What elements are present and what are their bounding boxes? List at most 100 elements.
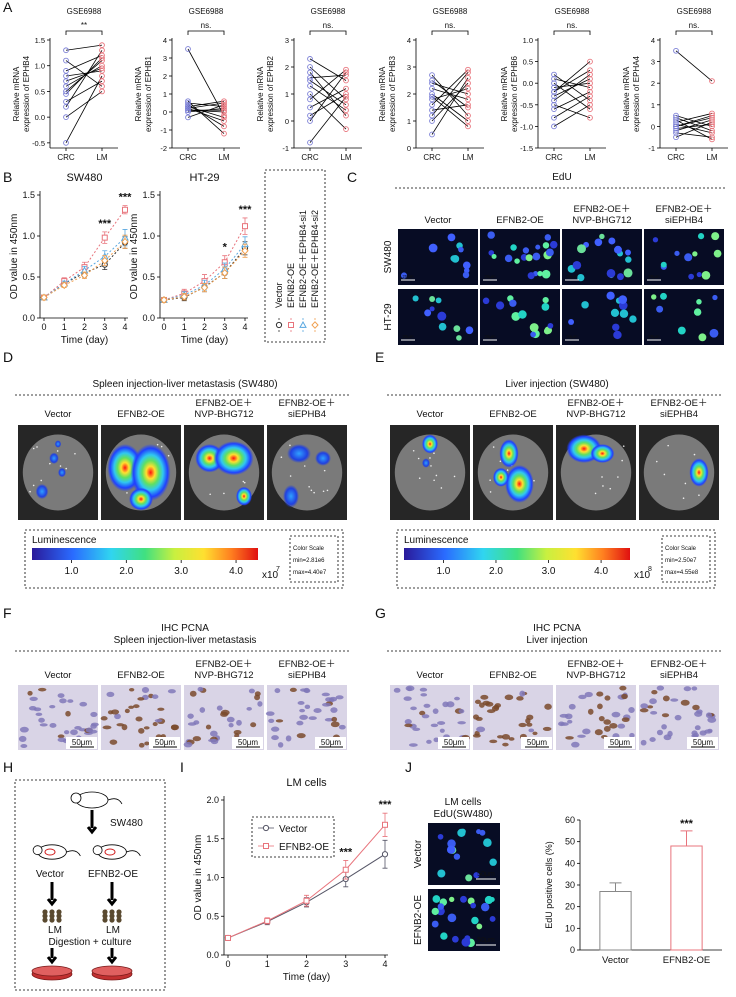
nucleus — [322, 702, 331, 707]
y-tick-label: 1 — [285, 90, 289, 99]
cell — [656, 305, 664, 313]
data-point — [185, 105, 191, 112]
y-tick-label: -2 — [160, 144, 167, 153]
panel-title: IHC PCNA — [533, 623, 581, 634]
panel-subtitle: Liver injection — [526, 635, 587, 646]
nucleus — [474, 699, 481, 704]
nucleus — [646, 705, 654, 709]
bar — [670, 845, 703, 951]
data-point — [551, 97, 557, 104]
data-point — [221, 130, 227, 137]
nucleus — [330, 721, 340, 728]
signal — [129, 487, 153, 511]
data-point — [465, 104, 471, 111]
nucleus — [692, 704, 700, 711]
cell — [693, 308, 702, 316]
scale-max: max=4.40e7 — [293, 570, 327, 576]
nucleus — [458, 709, 465, 714]
column-label: EFNB2-OE — [489, 670, 537, 681]
cell — [652, 237, 659, 243]
nucleus — [489, 739, 498, 744]
cell — [438, 322, 447, 331]
y-tick-label: 2 — [285, 63, 289, 72]
nucleus — [508, 737, 515, 741]
x-axis-label: Time (day) — [283, 972, 330, 983]
speckle — [322, 490, 325, 493]
data-point — [673, 130, 679, 136]
data-point — [465, 80, 471, 87]
nucleus — [662, 695, 670, 702]
speckle — [499, 460, 502, 463]
pair-line — [675, 123, 713, 129]
speckle — [617, 476, 619, 478]
nucleus — [63, 730, 70, 735]
x-tick-label: 2 — [304, 959, 309, 969]
mouse-tail — [107, 798, 123, 805]
scale-label: 25μm — [402, 334, 414, 339]
cell — [473, 872, 480, 879]
data-point — [299, 320, 307, 328]
data-point — [221, 98, 227, 105]
cell — [618, 295, 628, 304]
nucleus — [189, 690, 197, 697]
pair-line — [309, 93, 347, 116]
data-point — [465, 118, 471, 124]
nucleus — [128, 705, 135, 709]
row-label: Vector — [413, 839, 424, 868]
speckle — [29, 490, 31, 493]
nucleus — [475, 716, 483, 721]
nucleus — [275, 719, 284, 723]
pair-line — [65, 57, 103, 95]
data-point — [63, 83, 69, 90]
data-point — [343, 101, 349, 108]
data-point — [587, 97, 593, 104]
liver — [394, 434, 466, 511]
nucleus — [296, 720, 304, 726]
speckle — [693, 453, 696, 456]
x-tick-label: CRC — [423, 153, 441, 162]
nucleus — [216, 705, 223, 711]
data-point — [264, 917, 271, 924]
cell — [629, 315, 637, 323]
cell — [440, 932, 448, 940]
y-tick-label: 60 — [565, 815, 575, 825]
data-point — [587, 80, 593, 87]
column-label: siEPHB4 — [288, 409, 326, 420]
data-point — [551, 101, 557, 108]
nucleus — [621, 693, 628, 700]
nucleus — [661, 713, 670, 718]
nucleus — [65, 710, 71, 717]
nucleus — [528, 728, 535, 733]
nucleus — [324, 717, 334, 722]
colorbar-tick-label: 4.0 — [594, 566, 608, 577]
data-point — [673, 127, 679, 134]
nucleus — [297, 701, 305, 705]
scale-title: Color Scale — [665, 546, 697, 552]
speckle — [59, 465, 62, 467]
data-point — [429, 93, 435, 100]
data-point — [587, 58, 593, 65]
x-tick-label: CRC — [179, 153, 197, 162]
speckle — [167, 454, 170, 457]
data-point — [551, 80, 557, 87]
nucleus — [426, 739, 432, 744]
scale-label: 50μm — [477, 871, 495, 878]
legend-label: EFNB2-OE＋EPHB4-si2 — [310, 210, 320, 308]
speckle — [433, 452, 435, 455]
cell — [529, 323, 539, 332]
y-tick-label: 0 — [570, 945, 575, 955]
cell — [476, 829, 482, 835]
speckle — [313, 491, 315, 494]
tissue — [116, 917, 122, 923]
nucleus — [420, 693, 428, 697]
y-tick-label: 1 — [651, 101, 655, 110]
legend-label: Vector — [279, 824, 308, 835]
speckle — [430, 465, 432, 467]
tissue — [49, 913, 55, 919]
x-tick-label: CRC — [545, 153, 563, 162]
y-axis-label: Relative mRNA — [134, 66, 143, 121]
data-point — [429, 85, 435, 92]
pair-line — [553, 104, 591, 127]
cell — [684, 253, 693, 262]
nucleus — [437, 721, 446, 725]
